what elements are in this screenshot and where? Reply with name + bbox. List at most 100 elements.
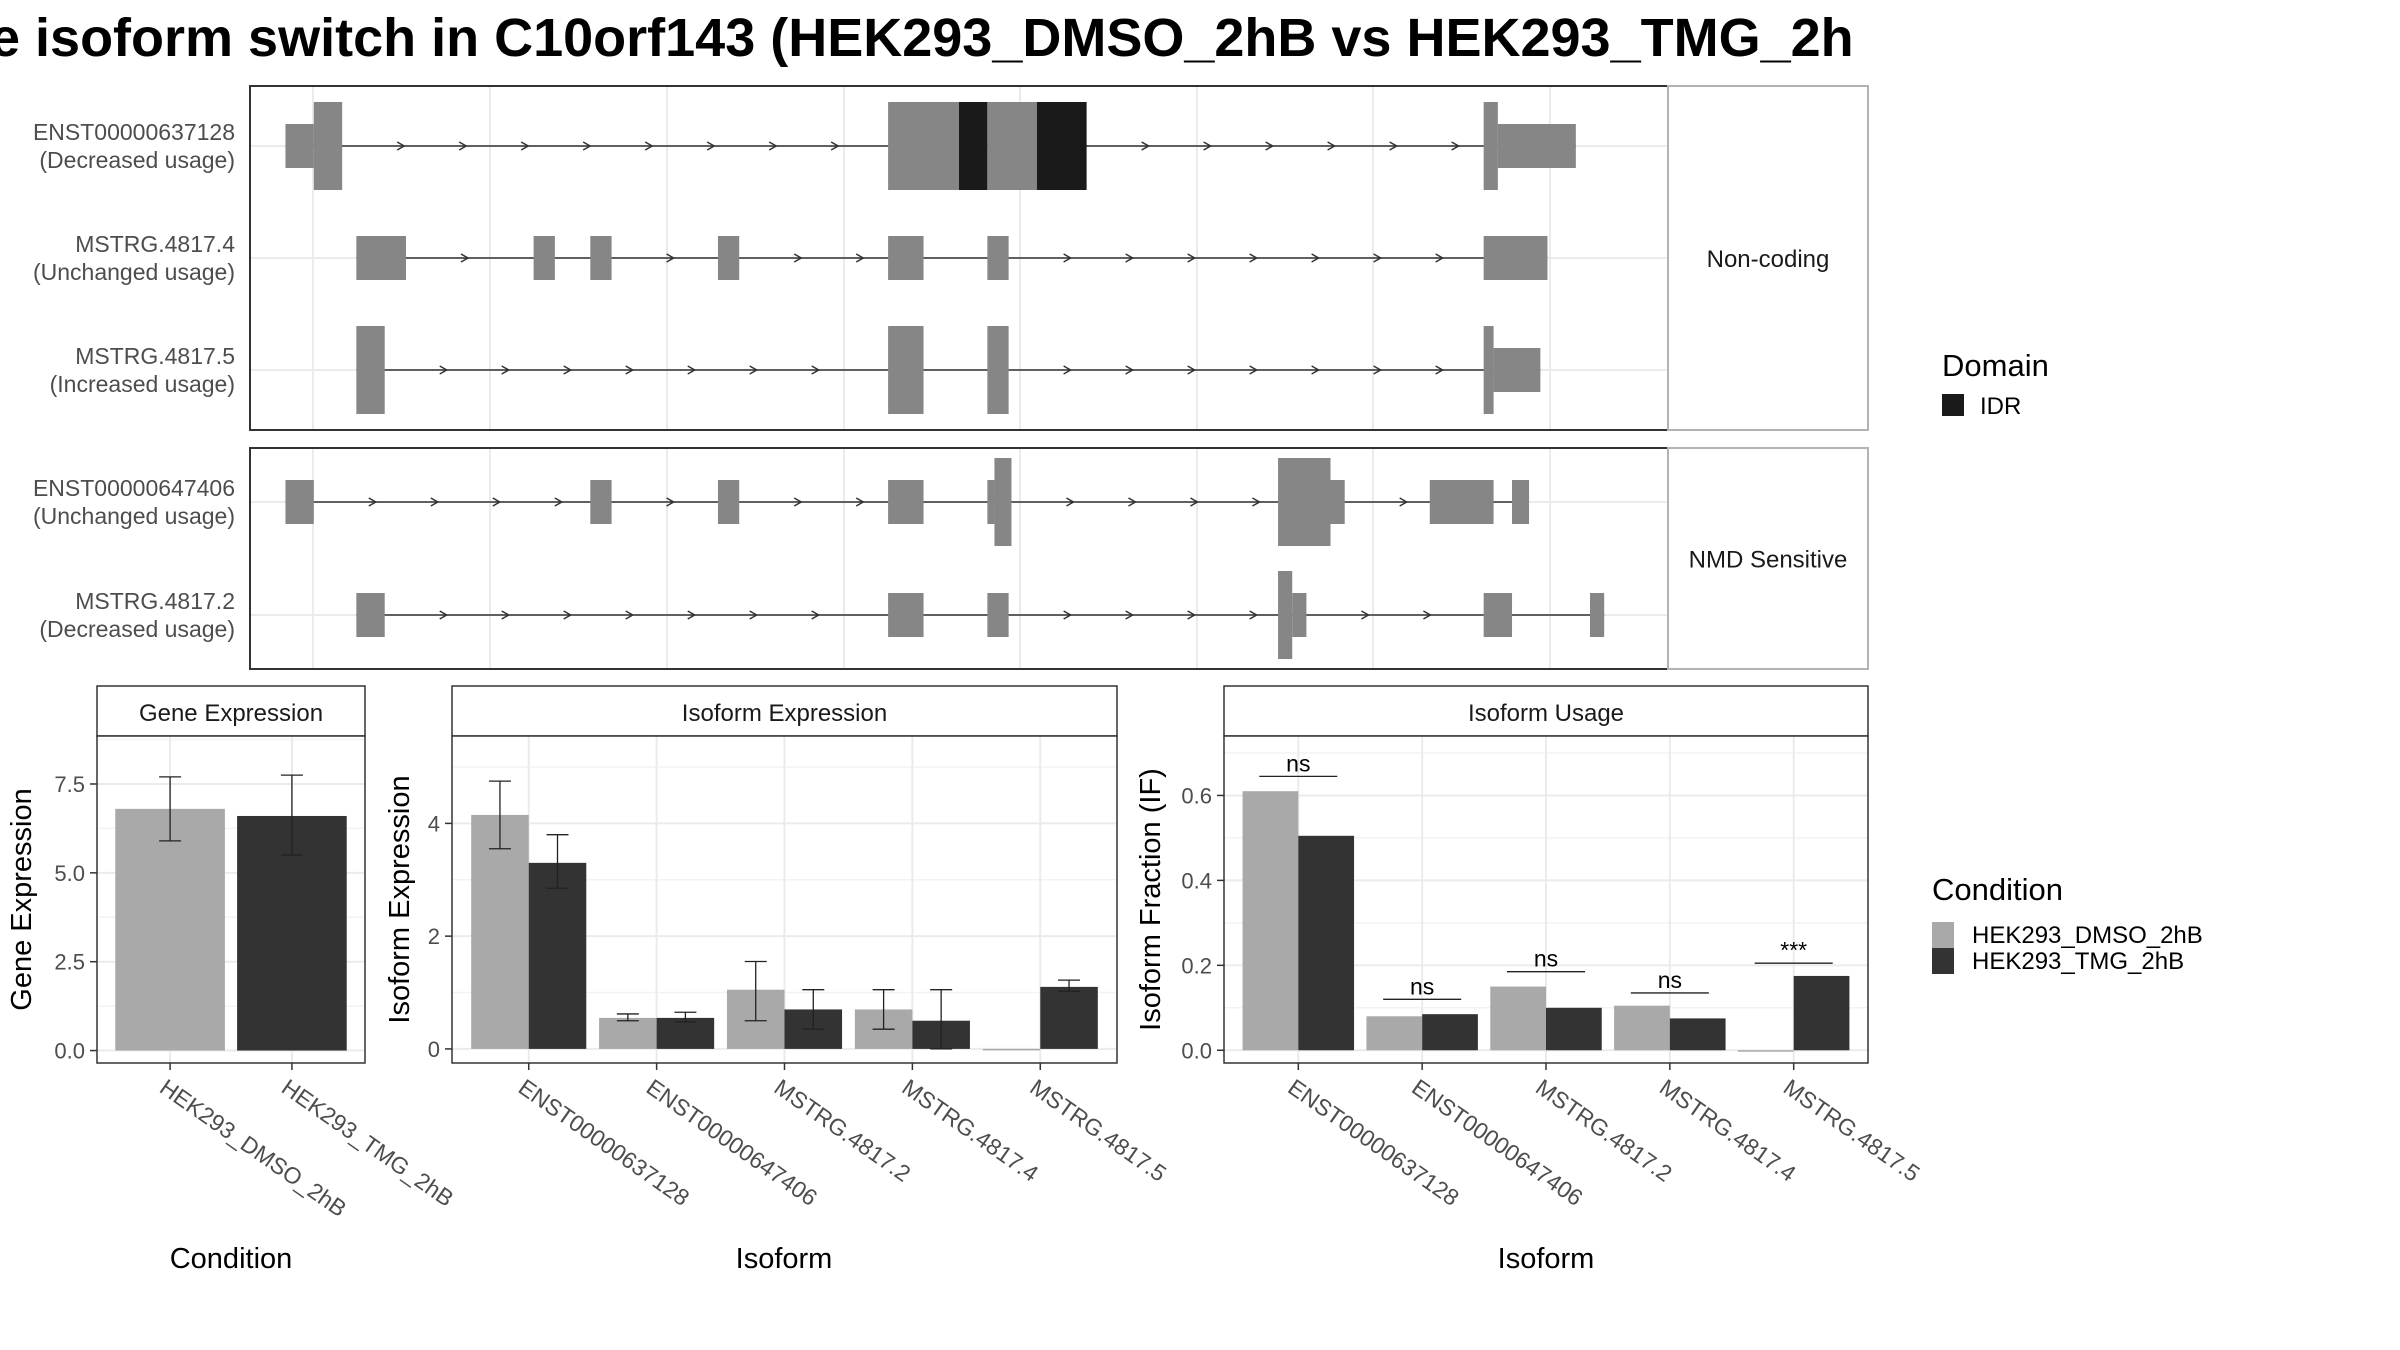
bar-dmso: [1366, 1016, 1422, 1050]
chart-2: Isoform Expression024ENST00000637128ENST…: [384, 686, 1171, 1275]
bar-tmg: [1298, 836, 1354, 1050]
noncoding-exon: [888, 480, 923, 524]
y-axis-title: Isoform Expression: [384, 775, 416, 1023]
y-tick-label: 2.5: [54, 950, 85, 975]
y-tick-label: 0: [428, 1037, 440, 1062]
idr-domain-block: [959, 102, 987, 190]
bar-dmso: [599, 1018, 657, 1049]
x-axis-title: Isoform: [736, 1243, 833, 1275]
expression-charts: Gene Expression0.02.55.07.5HEK293_DMSO_2…: [6, 686, 1925, 1275]
significance-label: ns: [1410, 973, 1434, 999]
x-tick-label: MSTRG.4817.4: [1655, 1074, 1801, 1187]
x-tick-label: MSTRG.4817.5: [1779, 1074, 1925, 1187]
isoform-usage-label: (Decreased usage): [39, 616, 235, 642]
idr-legend-key: [1942, 394, 1964, 416]
y-tick-label: 0.0: [54, 1039, 85, 1064]
bar-tmg: [529, 863, 587, 1049]
x-axis-title: Condition: [170, 1243, 293, 1275]
bar-dmso: [1243, 791, 1299, 1050]
y-tick-label: 0.2: [1181, 953, 1212, 978]
noncoding-exon: [987, 236, 1008, 280]
noncoding-exon: [987, 593, 1008, 637]
coding-exon: [1484, 102, 1498, 190]
isoform-name-label: MSTRG.4817.2: [75, 588, 235, 614]
coding-exon: [1278, 458, 1330, 546]
y-axis-title: Isoform Fraction (IF): [1135, 768, 1167, 1031]
domain-legend-title: Domain: [1942, 348, 2049, 383]
tmg-legend-key: [1932, 948, 1954, 974]
chart-title: Isoform Usage: [1468, 700, 1624, 727]
y-tick-label: 7.5: [54, 772, 85, 797]
bar-tmg: [657, 1018, 715, 1049]
isoform-name-label: ENST00000647406: [33, 475, 235, 501]
noncoding-exon: [1498, 124, 1576, 168]
chart-3: Isoform Usage0.00.20.40.6nsnsnsns***ENST…: [1135, 686, 1925, 1275]
isoform-usage-label: (Decreased usage): [39, 147, 235, 173]
isoform-usage-label: (Unchanged usage): [33, 259, 235, 285]
y-tick-label: 0.6: [1181, 783, 1212, 808]
x-tick-label: MSTRG.4817.5: [1025, 1074, 1171, 1187]
y-axis-title: Gene Expression: [6, 788, 38, 1010]
noncoding-exon: [356, 593, 384, 637]
noncoding-exon: [1590, 593, 1604, 637]
noncoding-exon: [987, 480, 994, 524]
bar-dmso: [1614, 1006, 1670, 1051]
y-tick-label: 0.0: [1181, 1038, 1212, 1063]
coding-exon: [888, 326, 923, 414]
y-tick-label: 5.0: [54, 861, 85, 886]
noncoding-exon: [1331, 480, 1345, 524]
noncoding-exon: [356, 236, 406, 280]
noncoding-exon: [1484, 236, 1548, 280]
noncoding-exon: [1430, 480, 1494, 524]
structure-group-label: Non-coding: [1707, 246, 1830, 273]
coding-exon: [356, 326, 384, 414]
noncoding-exon: [718, 480, 739, 524]
noncoding-exon: [718, 236, 739, 280]
bar-tmg: [1422, 1014, 1478, 1050]
coding-exon: [987, 326, 1008, 414]
significance-label: ns: [1658, 967, 1682, 993]
isoform-usage-label: (Unchanged usage): [33, 503, 235, 529]
condition-legend: Condition HEK293_DMSO_2hB HEK293_TMG_2hB: [1932, 872, 2203, 975]
y-tick-label: 2: [428, 924, 440, 949]
y-tick-label: 0.4: [1181, 868, 1212, 893]
bar-dmso: [471, 815, 529, 1049]
bar-tmg: [1794, 976, 1850, 1050]
isoform-usage-label: (Increased usage): [50, 371, 235, 397]
coding-exon: [888, 102, 959, 190]
significance-label: ***: [1780, 937, 1807, 963]
dmso-legend-label: HEK293_DMSO_2hB: [1972, 922, 2203, 949]
noncoding-exon: [285, 480, 313, 524]
bar-tmg: [1546, 1008, 1602, 1050]
noncoding-exon: [888, 593, 923, 637]
bar-dmso: [115, 809, 225, 1051]
noncoding-exon: [590, 236, 611, 280]
idr-domain-block: [1037, 102, 1087, 190]
significance-label: ns: [1286, 750, 1310, 776]
noncoding-exon: [1512, 480, 1529, 524]
idr-legend-label: IDR: [1980, 393, 2021, 420]
isoform-name-label: ENST00000637128: [33, 119, 235, 145]
tmg-legend-label: HEK293_TMG_2hB: [1972, 948, 2184, 975]
coding-exon: [1484, 326, 1494, 414]
x-tick-label: MSTRG.4817.4: [898, 1074, 1044, 1187]
noncoding-exon: [1292, 593, 1306, 637]
coding-exon: [987, 102, 1037, 190]
noncoding-exon: [1494, 348, 1541, 392]
condition-legend-title: Condition: [1932, 872, 2063, 907]
y-tick-label: 4: [428, 811, 440, 836]
domain-legend: Domain IDR: [1942, 348, 2049, 420]
structure-group-label: NMD Sensitive: [1689, 547, 1848, 574]
bar-dmso: [983, 1049, 1041, 1051]
bar-tmg: [1040, 987, 1098, 1049]
noncoding-exon: [534, 236, 555, 280]
coding-exon: [1278, 571, 1292, 659]
structure-panel-2: NMD Sensitive ENST00000647406(Unchanged u…: [33, 448, 1868, 669]
noncoding-exon: [285, 124, 313, 168]
chart-title: Isoform Expression: [682, 700, 887, 727]
x-axis-title: Isoform: [1498, 1243, 1595, 1275]
noncoding-exon: [1484, 593, 1512, 637]
coding-exon: [314, 102, 342, 190]
